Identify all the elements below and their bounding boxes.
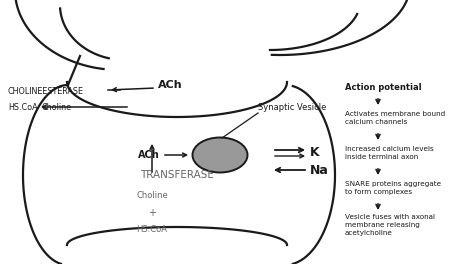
Text: Choline: Choline [42, 102, 72, 111]
Text: HS.CoA: HS.CoA [8, 102, 37, 111]
Text: HS.CoA: HS.CoA [137, 225, 167, 234]
Text: ACh: ACh [158, 80, 182, 90]
Text: SNARE proteins aggregate
to form complexes: SNARE proteins aggregate to form complex… [345, 181, 441, 195]
Text: Na: Na [310, 163, 329, 177]
Text: TRANSFERASE: TRANSFERASE [140, 170, 214, 180]
Text: K: K [310, 147, 319, 159]
Text: Vesicle fuses with axonal
membrane releasing
acetylcholine: Vesicle fuses with axonal membrane relea… [345, 214, 435, 236]
Text: Increased calcium levels
inside terminal axon: Increased calcium levels inside terminal… [345, 146, 434, 160]
Text: Synaptic Vesicle: Synaptic Vesicle [258, 103, 327, 112]
Ellipse shape [192, 138, 247, 172]
Text: Activates membrane bound
calcium channels: Activates membrane bound calcium channel… [345, 111, 445, 125]
Text: Choline: Choline [136, 191, 168, 200]
Text: +: + [148, 208, 156, 218]
Text: Action potential: Action potential [345, 83, 422, 92]
Text: CHOLINEESTERASE: CHOLINEESTERASE [8, 87, 84, 97]
Text: ACh: ACh [138, 150, 160, 160]
